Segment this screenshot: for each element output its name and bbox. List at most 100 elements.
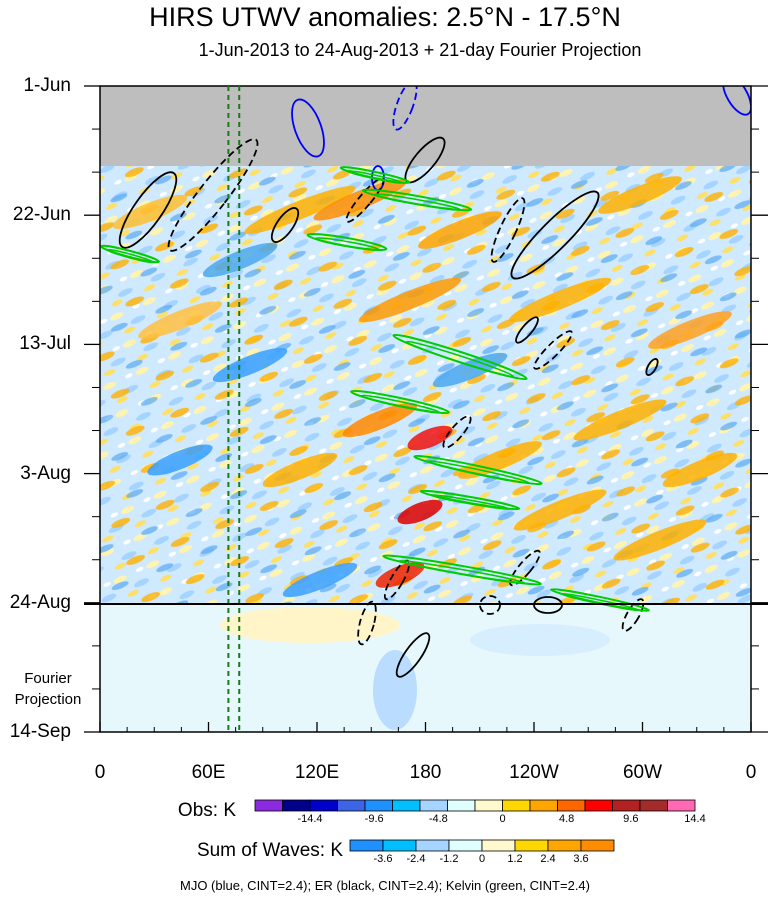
projection-region bbox=[100, 604, 751, 732]
projection-label-line-2: Projection bbox=[14, 691, 82, 708]
contour-line bbox=[510, 190, 600, 280]
colorbar-label: -9.6 bbox=[364, 813, 384, 825]
anomaly-band bbox=[358, 277, 462, 323]
wave-contours bbox=[100, 86, 751, 678]
colorbar-swatch bbox=[514, 839, 549, 852]
colorbar-swatch bbox=[448, 839, 483, 852]
contour-line bbox=[405, 340, 515, 378]
contour-legend: MJO (blue, CINT=2.4); ER (black, CINT=2.… bbox=[180, 878, 590, 893]
contour-line bbox=[533, 330, 573, 370]
colorbar-swatch bbox=[547, 839, 582, 852]
contour-line bbox=[345, 177, 385, 223]
anomaly-band bbox=[613, 519, 707, 561]
chart-title: HIRS UTWV anomalies: 2.5°N - 17.5°N bbox=[149, 2, 621, 32]
anomaly-band bbox=[342, 402, 418, 438]
colorbar-swatch bbox=[349, 839, 384, 852]
x-axis-ticks bbox=[99, 722, 752, 732]
contour-line bbox=[357, 600, 377, 646]
colorbar-swatch bbox=[502, 799, 531, 812]
contour-line bbox=[106, 248, 154, 264]
waves-colorbar-title: Sum of Waves: K bbox=[196, 840, 343, 861]
y-tick-label: 1-Jun bbox=[23, 75, 71, 96]
colorbar-label: 3.6 bbox=[573, 853, 589, 865]
colorbar-swatch bbox=[612, 799, 641, 812]
colorbar-swatch bbox=[309, 799, 338, 812]
anomaly-band bbox=[662, 452, 738, 488]
anomaly-band bbox=[508, 277, 612, 323]
y-tick-label: 13-Jul bbox=[19, 333, 71, 355]
x-tick-label: 180 bbox=[409, 762, 442, 783]
heatmap-field bbox=[100, 86, 751, 732]
colorbar-swatch bbox=[529, 799, 558, 812]
waves-colorbar bbox=[349, 839, 615, 852]
colorbar-swatch bbox=[382, 839, 417, 852]
colorbar-swatch bbox=[447, 799, 476, 812]
anomaly-band bbox=[212, 347, 288, 383]
y-tick-label: 22-Jun bbox=[12, 204, 71, 226]
contour-line bbox=[550, 588, 650, 612]
contour-line bbox=[392, 86, 418, 131]
y-tick-label: 3-Aug bbox=[20, 462, 71, 484]
contour-line bbox=[270, 207, 300, 243]
colorbar-label: 0 bbox=[478, 853, 486, 865]
colorbar-label: -2.4 bbox=[406, 853, 426, 865]
contour-line bbox=[291, 98, 325, 158]
contour-line bbox=[395, 632, 431, 678]
colorbar-label: -4.8 bbox=[428, 813, 448, 825]
colorbar-swatch bbox=[667, 799, 696, 812]
colorbar-swatch bbox=[419, 799, 448, 812]
projection-label-line-1: Fourier bbox=[24, 670, 72, 687]
anomaly-band bbox=[513, 489, 607, 531]
contour-line bbox=[490, 197, 526, 263]
y-axis-ticks bbox=[84, 85, 768, 733]
colorbar-swatch bbox=[580, 839, 615, 852]
contour-line bbox=[167, 138, 259, 252]
colorbar-swatch bbox=[254, 799, 283, 812]
colorbar-swatch bbox=[557, 799, 586, 812]
colorbar-swatch bbox=[415, 839, 450, 852]
colorbar-label: -14.4 bbox=[297, 813, 323, 825]
anomaly-band bbox=[397, 499, 443, 525]
contour-line bbox=[118, 171, 178, 249]
colorbar-swatch bbox=[481, 839, 516, 852]
obs-colorbar-title: Obs: K bbox=[177, 800, 236, 821]
anomaly-band bbox=[598, 176, 682, 214]
projection-label: Fourier Projection bbox=[8, 668, 88, 710]
x-tick-label: 60E bbox=[191, 762, 226, 783]
contour-line bbox=[515, 316, 539, 344]
contour-line bbox=[314, 237, 380, 251]
anomaly-band bbox=[573, 399, 667, 441]
contour-line bbox=[372, 193, 462, 211]
contour-line bbox=[442, 415, 472, 449]
anomaly-band bbox=[407, 425, 453, 451]
anomaly-band bbox=[375, 562, 425, 588]
colorbar-swatch bbox=[639, 799, 668, 812]
colorbar-label: 1.2 bbox=[507, 853, 523, 865]
anomaly-band bbox=[147, 444, 213, 476]
colorbar-label: -3.6 bbox=[373, 853, 393, 865]
contour-line bbox=[722, 86, 751, 116]
colorbar-swatch bbox=[392, 799, 421, 812]
y-tick-label: 14-Sep bbox=[9, 721, 71, 742]
contour-line bbox=[346, 170, 404, 184]
obs-colorbar bbox=[254, 799, 696, 812]
x-tick-label: 120E bbox=[294, 762, 340, 783]
contour-line bbox=[509, 549, 541, 587]
contour-line bbox=[426, 460, 530, 484]
anomaly-band bbox=[138, 301, 222, 339]
x-tick-label: 0 bbox=[94, 762, 106, 783]
contour-line bbox=[645, 358, 659, 376]
colorbar-label: -1.2 bbox=[439, 853, 459, 865]
colorbar-label: 14.4 bbox=[684, 813, 706, 825]
missing-data-region bbox=[100, 86, 751, 166]
contour-line bbox=[419, 489, 521, 511]
colorbar-label: 0 bbox=[499, 813, 506, 825]
colorbar-label: 4.8 bbox=[559, 813, 575, 825]
contour-line bbox=[621, 598, 645, 632]
colorbar-label: 9.6 bbox=[623, 813, 639, 825]
colorbar-swatch bbox=[282, 799, 311, 812]
colorbar-label: 2.4 bbox=[540, 853, 556, 865]
contour-line bbox=[339, 166, 411, 184]
contour-line bbox=[398, 559, 526, 585]
